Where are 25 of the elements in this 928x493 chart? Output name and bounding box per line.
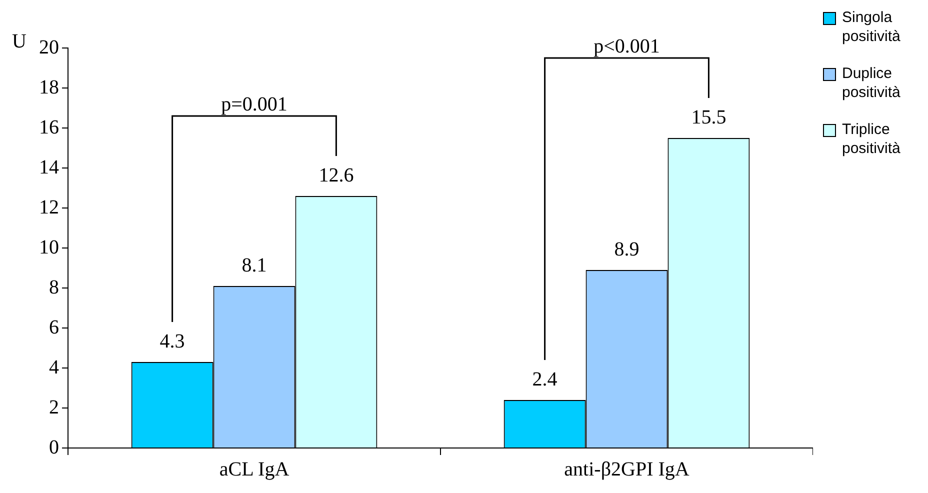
- y-tick-label: 4: [49, 356, 59, 378]
- legend-label: Duplice positività: [842, 64, 902, 102]
- y-tick-label: 14: [39, 156, 59, 178]
- y-axis-title: U: [12, 30, 27, 52]
- annotation: p=0.001: [221, 93, 288, 116]
- y-tick-label: 2: [49, 396, 59, 418]
- data-label: 2.4: [532, 368, 558, 390]
- y-tick-label: 16: [39, 116, 59, 138]
- y-tick-label: 0: [49, 436, 59, 458]
- y-tick-label: 18: [39, 76, 59, 98]
- y-tick-label: 20: [39, 36, 59, 58]
- y-tick-label: 10: [39, 236, 59, 258]
- data-label: 12.6: [318, 164, 354, 186]
- legend-label: Singola positività: [842, 8, 902, 46]
- y-tick-label: 6: [49, 316, 59, 338]
- y-tick-label: 12: [39, 196, 59, 218]
- data-label: 4.3: [160, 330, 185, 352]
- x-tick-label: aCL IgA: [219, 458, 290, 480]
- data-label: 8.1: [242, 254, 267, 276]
- data-label: 15.5: [691, 106, 726, 128]
- x-tick-label: anti-β2GPI IgA: [564, 458, 690, 480]
- annotation: p<0.001: [594, 35, 660, 58]
- y-tick-label: 8: [49, 276, 59, 298]
- legend-label: Triplice positività: [842, 120, 902, 158]
- data-label: 8.9: [614, 238, 640, 260]
